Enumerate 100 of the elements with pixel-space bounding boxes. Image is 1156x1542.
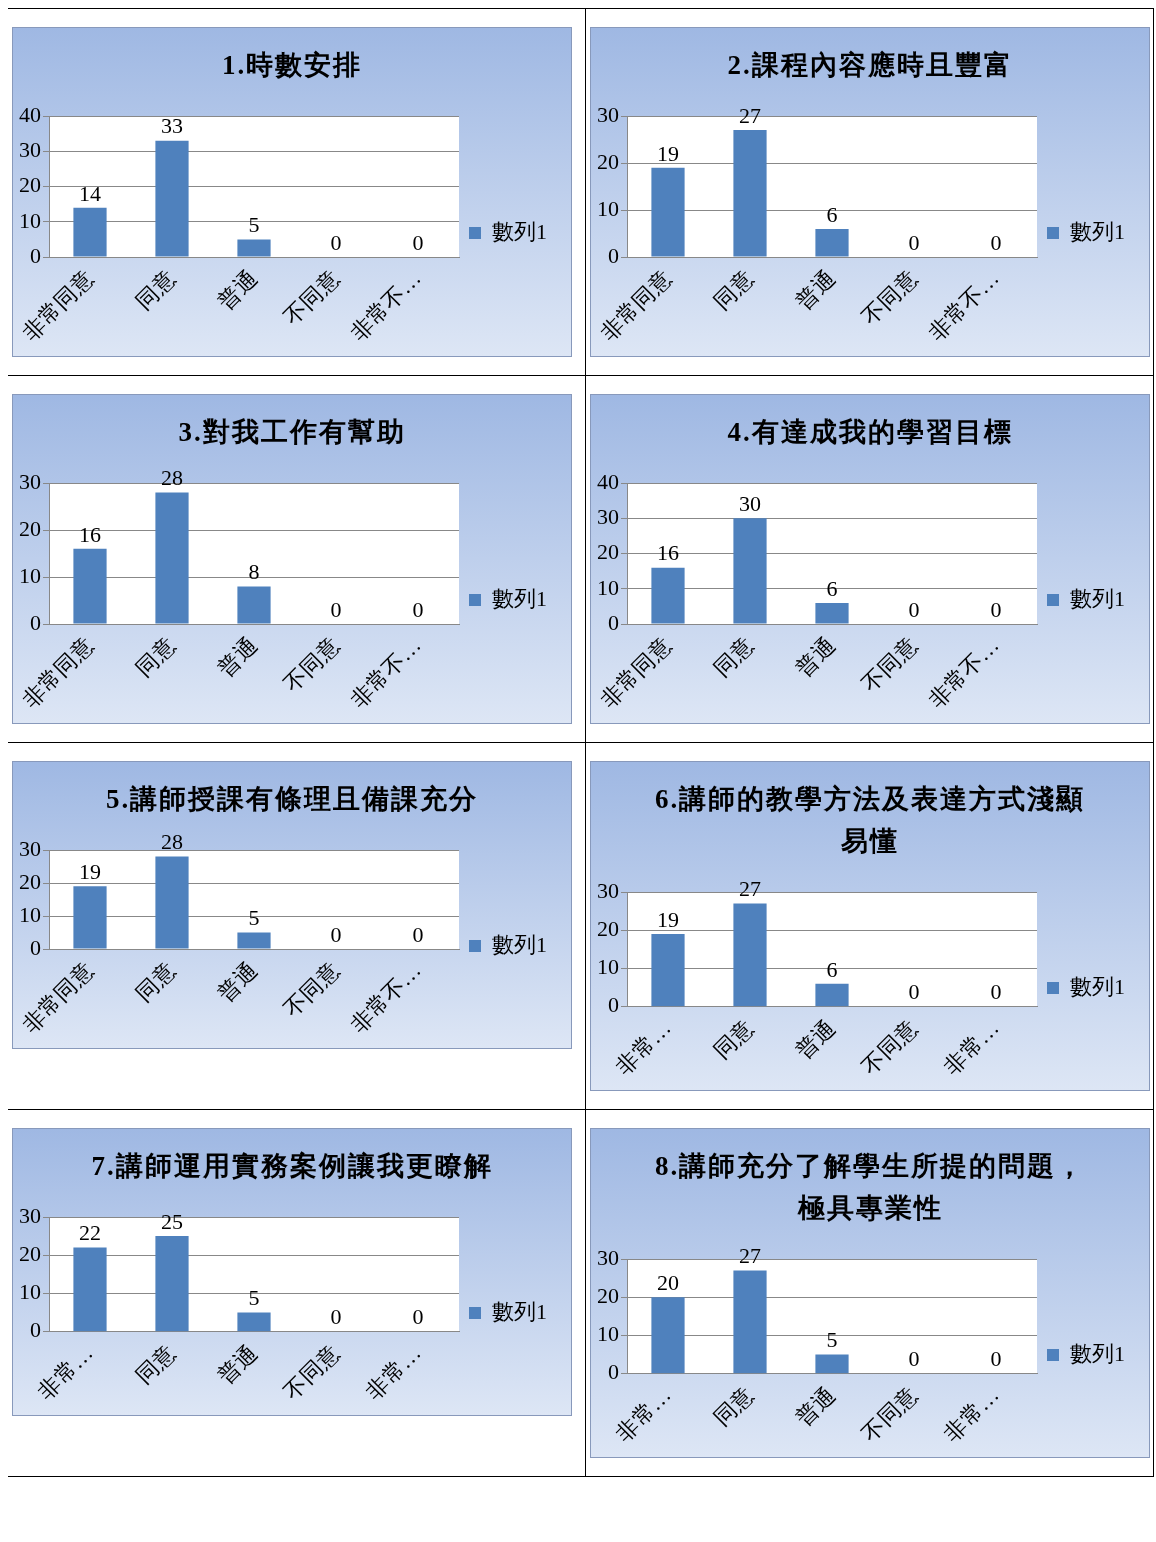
data-label: 0 <box>990 229 1002 255</box>
bar <box>651 934 685 1007</box>
x-tick-label: 普通 <box>212 957 262 1007</box>
y-tick-label: 0 <box>608 242 619 268</box>
chart-title: 3.對我工作有幫助 <box>177 416 407 449</box>
bar <box>237 932 271 949</box>
bar <box>155 1236 189 1332</box>
bar <box>155 856 189 949</box>
y-tick-label: 20 <box>597 916 619 941</box>
y-tick-label: 10 <box>597 1321 619 1347</box>
x-tick-label: 非常同意 <box>17 957 98 1038</box>
x-tick-label: 非常… <box>361 1339 426 1405</box>
y-tick-label: 10 <box>19 1279 41 1305</box>
bar <box>651 167 685 257</box>
data-label: 6 <box>826 956 838 982</box>
x-tick-label: 不同意 <box>279 957 344 1022</box>
x-tick-label: 同意 <box>708 632 758 682</box>
bar <box>237 1312 271 1332</box>
x-tick-label: 非常不… <box>345 957 426 1038</box>
x-tick-label: 同意 <box>708 1014 758 1064</box>
y-tick-label: 30 <box>597 504 619 530</box>
data-label: 0 <box>908 596 920 622</box>
data-label: 28 <box>161 829 183 855</box>
y-tick-label: 20 <box>597 539 619 565</box>
chart-title: 8.講師充分了解學生所提的問題，極具專業性 <box>653 1150 1087 1225</box>
x-tick-label: 普通 <box>790 1014 840 1064</box>
data-label: 0 <box>412 921 424 947</box>
chart-title: 1.時數安排 <box>220 49 364 82</box>
data-label: 5 <box>248 905 260 931</box>
bar <box>733 130 767 257</box>
data-label: 16 <box>657 540 679 566</box>
data-label: 25 <box>161 1208 183 1234</box>
legend-label: 數列1 <box>1070 1340 1125 1366</box>
y-tick-label: 0 <box>30 934 41 960</box>
x-tick-label: 同意 <box>708 265 758 315</box>
data-label: 0 <box>990 1346 1002 1372</box>
bar <box>733 1270 767 1374</box>
x-tick-label: 不同意 <box>279 632 344 697</box>
y-tick-label: 20 <box>19 515 41 541</box>
x-tick-label: 同意 <box>130 265 180 315</box>
legend-label: 數列1 <box>492 1298 547 1324</box>
data-label: 0 <box>908 1346 920 1372</box>
x-tick-label: 不同意 <box>279 1339 344 1405</box>
y-tick-label: 10 <box>597 954 619 980</box>
x-tick-label: 不同意 <box>857 632 922 697</box>
bar <box>73 886 107 949</box>
y-tick-label: 30 <box>597 101 619 127</box>
data-label: 5 <box>826 1327 838 1353</box>
bar <box>733 903 767 1007</box>
legend-label: 數列1 <box>1070 585 1125 611</box>
data-label: 0 <box>412 596 424 622</box>
y-tick-label: 0 <box>608 609 619 635</box>
x-tick-label: 普通 <box>212 632 262 682</box>
x-tick-label: 普通 <box>790 632 840 682</box>
data-label: 20 <box>657 1270 679 1295</box>
y-tick-label: 30 <box>19 468 41 494</box>
y-tick-label: 30 <box>19 1202 41 1228</box>
chart-title: 6.講師的教學方法及表達方式淺顯易懂 <box>653 783 1087 858</box>
x-tick-label: 非常不… <box>923 265 1004 346</box>
y-tick-label: 30 <box>597 1244 619 1270</box>
y-tick-label: 20 <box>19 868 41 894</box>
y-tick-label: 10 <box>19 207 41 233</box>
x-tick-label: 非常同意 <box>17 265 98 346</box>
data-label: 0 <box>412 1304 424 1330</box>
y-tick-label: 20 <box>19 1241 41 1266</box>
x-tick-label: 同意 <box>130 957 180 1007</box>
legend-label: 數列1 <box>1070 973 1125 999</box>
y-tick-label: 0 <box>30 242 41 268</box>
data-label: 30 <box>739 491 761 517</box>
data-label: 33 <box>161 113 183 139</box>
y-tick-label: 40 <box>19 101 41 127</box>
data-label: 22 <box>79 1220 101 1246</box>
chart-title: 5.講師授課有條理且備課充分 <box>104 783 480 816</box>
x-tick-label: 非常… <box>939 1014 1004 1080</box>
y-tick-label: 10 <box>597 195 619 221</box>
data-label: 0 <box>330 229 342 255</box>
bar <box>815 228 849 257</box>
data-label: 0 <box>412 229 424 255</box>
bar <box>73 1247 107 1332</box>
bar <box>733 518 767 624</box>
y-tick-label: 20 <box>19 172 41 198</box>
x-tick-label: 不同意 <box>857 1381 922 1447</box>
x-tick-label: 同意 <box>708 1381 758 1431</box>
x-tick-label: 普通 <box>790 1381 840 1431</box>
x-tick-label: 非常不… <box>923 632 1004 713</box>
data-label: 0 <box>330 1304 342 1330</box>
legend-label: 數列1 <box>492 931 547 957</box>
y-tick-label: 10 <box>19 562 41 588</box>
y-tick-label: 30 <box>597 877 619 903</box>
x-tick-label: 不同意 <box>279 265 344 330</box>
bar <box>815 983 849 1007</box>
legend-label: 數列1 <box>1070 218 1125 244</box>
bar <box>237 586 271 624</box>
data-label: 27 <box>739 1243 761 1269</box>
bar <box>73 548 107 624</box>
data-label: 16 <box>79 521 101 547</box>
legend-label: 數列1 <box>492 585 547 611</box>
y-tick-label: 30 <box>19 835 41 861</box>
x-tick-label: 非常… <box>939 1381 1004 1447</box>
data-label: 0 <box>990 979 1002 1005</box>
